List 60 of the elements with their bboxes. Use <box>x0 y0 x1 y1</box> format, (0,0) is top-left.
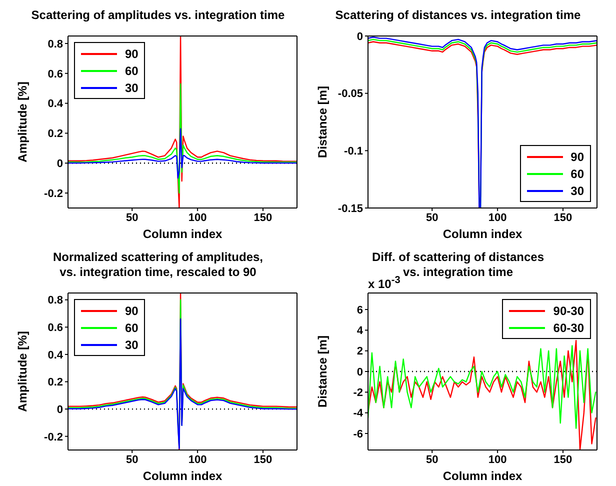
x-tick-label: 100 <box>488 454 507 466</box>
y-tick-label: -0.1 <box>344 146 363 158</box>
y-tick-label: 6 <box>356 304 363 316</box>
x-tick-label: 150 <box>254 212 272 224</box>
chart-title: Normalized scattering of amplitudes, vs. integration time, rescaled to 90 <box>52 250 264 281</box>
y-tick-label: -6 <box>353 428 363 440</box>
y-tick-label: -0.15 <box>338 202 363 215</box>
line-series <box>368 345 596 429</box>
chart-title: Scattering of amplitudes vs. integration time <box>30 8 286 24</box>
y-axis-title: Amplitude [%] <box>15 331 30 412</box>
y-tick-label: 0.6 <box>48 68 63 80</box>
y-tick-label: -0.05 <box>338 88 363 100</box>
x-tick-label: 100 <box>188 454 207 466</box>
y-tick-label: 0.4 <box>48 349 64 362</box>
y-tick-label: -0.2 <box>44 431 63 444</box>
y-tick-label: 0 <box>56 404 63 416</box>
y-tick-label: -0.2 <box>44 188 63 200</box>
legend-label: 60 <box>125 64 138 78</box>
y-tick-label: -2 <box>353 387 363 400</box>
x-axis-title: Column index <box>142 227 222 241</box>
legend-label: 30 <box>570 184 584 198</box>
legend-label: 90 <box>570 150 584 164</box>
y-tick-label: 0 <box>356 366 363 378</box>
y-axis-title: Distance [m] <box>315 86 330 158</box>
legend-label: 30 <box>125 80 138 94</box>
y-tick-label: 0 <box>56 158 63 170</box>
y-tick-label: 0.2 <box>48 128 63 140</box>
legend-label: 90 <box>125 46 138 60</box>
legend-label: 30 <box>125 338 138 352</box>
x-tick-label: 100 <box>188 212 207 224</box>
y-axis-title: Amplitude [%] <box>15 82 30 162</box>
y-tick-label: 0 <box>356 30 363 43</box>
y-tick-label: 0.8 <box>48 38 63 50</box>
x-tick-label: 150 <box>554 212 572 224</box>
line-series <box>68 128 297 179</box>
x-tick-label: 50 <box>426 212 438 224</box>
line-series <box>68 83 297 194</box>
y-tick-label: 2 <box>356 346 363 358</box>
x-tick-label: 50 <box>126 212 138 224</box>
x-tick-label: 50 <box>126 454 138 466</box>
legend-label: 60 <box>570 166 584 180</box>
y-tick-label: 4 <box>356 325 364 338</box>
y-tick-label: 0.2 <box>48 376 63 389</box>
x-axis-title: Column index <box>442 469 522 483</box>
x-axis-title: Column index <box>142 469 222 483</box>
x-tick-label: 150 <box>254 454 272 466</box>
legend-label: 60 <box>125 320 138 334</box>
x-axis-title: Column index <box>442 227 522 241</box>
chart-title: Scattering of distances vs. integration time <box>334 8 582 24</box>
y-tick-label: 0.8 <box>48 294 63 307</box>
y-tick-label: 0.6 <box>48 322 63 334</box>
x-tick-label: 100 <box>488 212 507 224</box>
y-axis-title: Distance [m] <box>315 335 330 408</box>
legend-label: 90 <box>125 304 138 318</box>
x-tick-label: 50 <box>426 454 438 466</box>
legend-label: 60-30 <box>553 320 584 334</box>
y-tick-label: 0.4 <box>48 98 64 110</box>
y-tick-label: -4 <box>353 408 364 420</box>
legend-label: 90-30 <box>553 304 584 318</box>
x-tick-label: 150 <box>554 454 572 466</box>
